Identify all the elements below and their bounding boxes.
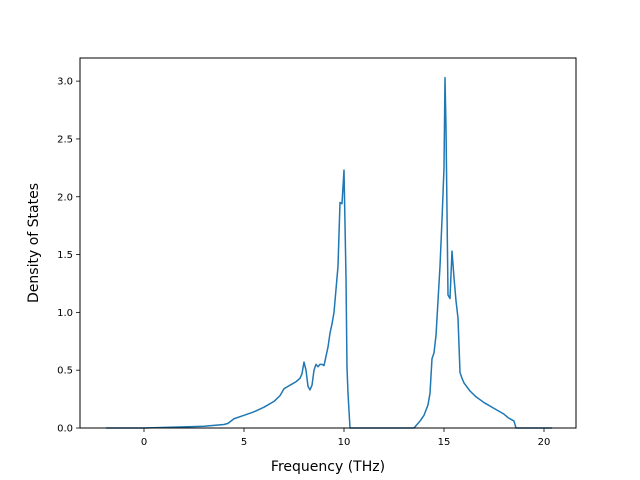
x-tick-label: 15 bbox=[438, 437, 451, 448]
x-tick-label: 5 bbox=[241, 437, 247, 448]
series-line bbox=[106, 76, 552, 429]
y-tick-label: 3.0 bbox=[57, 77, 73, 88]
y-tick-label: 1.5 bbox=[57, 250, 73, 261]
y-tick-label: 2.5 bbox=[57, 134, 73, 145]
y-axis-label: Density of States bbox=[26, 183, 42, 303]
x-axis-ticks: 0 5 10 15 20 bbox=[141, 428, 551, 448]
x-tick-label: 10 bbox=[338, 437, 351, 448]
plot-area bbox=[80, 58, 576, 428]
y-tick-label: 0.5 bbox=[57, 366, 73, 377]
y-axis-ticks: 0.0 0.5 1.0 1.5 2.0 2.5 3.0 bbox=[57, 77, 80, 435]
y-tick-label: 1.0 bbox=[57, 308, 73, 319]
plot-frame bbox=[79, 57, 577, 429]
y-tick-label: 2.0 bbox=[57, 192, 73, 203]
x-tick-label: 20 bbox=[538, 437, 551, 448]
y-tick-label: 0.0 bbox=[57, 424, 73, 435]
x-tick-label: 0 bbox=[141, 437, 147, 448]
x-axis-label: Frequency (THz) bbox=[271, 459, 385, 475]
